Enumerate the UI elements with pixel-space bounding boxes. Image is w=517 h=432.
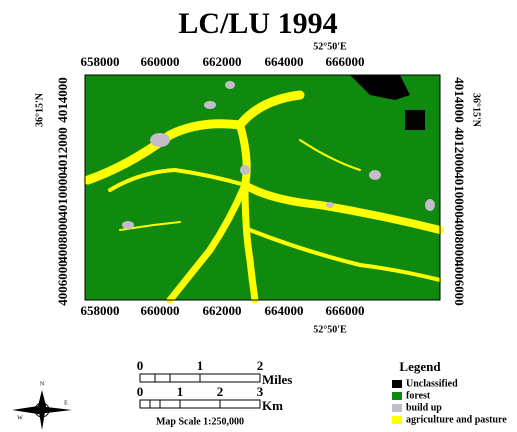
scale-tick: 1	[197, 358, 204, 373]
x-grid-label: 660000	[141, 54, 180, 69]
scale-tick: 3	[257, 384, 264, 399]
map-image	[85, 75, 440, 300]
legend-label: build up	[406, 402, 442, 413]
x-grid-label: 662000	[203, 54, 242, 69]
lon-label: 52°50'E	[313, 41, 347, 52]
scale-unit: Km	[262, 398, 283, 413]
lat-label: 36°15'N	[471, 93, 482, 128]
lat-label: 36°15'N	[34, 92, 45, 127]
y-grid-label: 4012000	[452, 127, 467, 173]
legend-swatch	[392, 404, 402, 412]
scale-bar	[140, 374, 260, 408]
legend-label: forest	[406, 390, 431, 401]
scale-text: Map Scale 1:250,000	[156, 416, 244, 427]
x-grid-label: 658000	[81, 303, 120, 318]
legend-label: agriculture and pasture	[406, 414, 507, 425]
compass: N W E	[12, 381, 72, 430]
x-grid-label: 666000	[326, 303, 365, 318]
scale-tick: 1	[177, 384, 184, 399]
legend-label: Unclassified	[406, 378, 458, 389]
lon-label: 52°50'E	[313, 324, 347, 335]
compass-e: E	[64, 400, 68, 406]
x-grid-label: 660000	[141, 303, 180, 318]
legend-swatch	[392, 416, 402, 424]
scale-tick: 2	[257, 358, 264, 373]
y-grid-label: 4010000	[55, 172, 70, 218]
scale-tick: 2	[217, 384, 224, 399]
y-grid-label: 4006000	[452, 260, 467, 306]
y-grid-label: 4006000	[55, 260, 70, 306]
scale-tick: 0	[137, 358, 144, 373]
x-grid-label: 664000	[265, 303, 304, 318]
y-grid-label: 4008000	[452, 217, 467, 263]
map-figure: LC/LU 1994 52°50'E 52°50'E 36°15'N 36°15…	[0, 0, 517, 432]
x-grid-label: 664000	[265, 54, 304, 69]
map-title: LC/LU 1994	[178, 7, 337, 40]
scale-unit: Miles	[262, 372, 292, 387]
y-grid-label: 4008000	[55, 217, 70, 263]
legend-title: Legend	[399, 359, 441, 374]
y-grid-label: 4010000	[452, 172, 467, 218]
x-grid-label: 658000	[81, 54, 120, 69]
y-grid-label: 4014000	[452, 77, 467, 123]
legend-swatch	[392, 380, 402, 388]
x-grid-label: 666000	[326, 54, 365, 69]
y-grid-label: 4014000	[55, 77, 70, 123]
x-grid-label: 662000	[203, 303, 242, 318]
legend-swatch	[392, 392, 402, 400]
y-grid-label: 4012000	[55, 127, 70, 173]
compass-n: N	[40, 381, 45, 387]
scale-tick: 0	[137, 384, 144, 399]
compass-w: W	[17, 415, 23, 421]
